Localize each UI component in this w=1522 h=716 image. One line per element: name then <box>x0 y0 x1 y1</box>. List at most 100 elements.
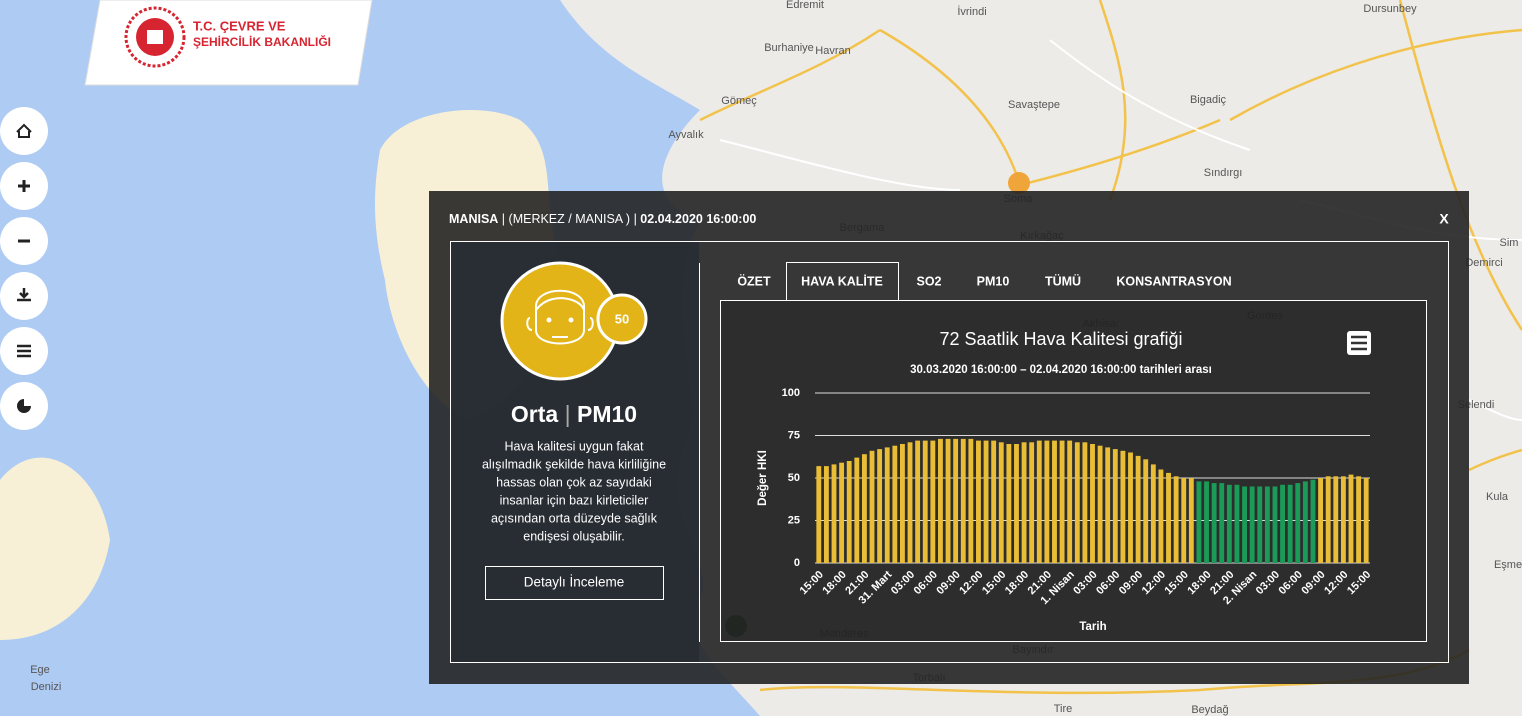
map-label: Havran <box>815 45 850 57</box>
bar <box>1143 459 1149 563</box>
close-button[interactable]: X <box>1439 211 1449 227</box>
map-label: Tire <box>1054 703 1073 715</box>
bar <box>1280 484 1286 563</box>
map-label: Beydağ <box>1191 704 1228 716</box>
location: MANISA <box>449 212 498 226</box>
chart-menu[interactable] <box>1347 331 1371 355</box>
bar <box>991 440 997 563</box>
map-label: Sındırgı <box>1204 167 1243 179</box>
y-tick-label: 50 <box>788 472 800 484</box>
y-tick-label: 75 <box>788 429 800 441</box>
list-button[interactable] <box>0 327 48 375</box>
panel: MANISA | (MERKEZ / MANISA ) | 02.04.2020… <box>429 191 1469 684</box>
bar <box>1044 440 1050 563</box>
separator: | <box>634 212 637 226</box>
zoom-out-button[interactable] <box>0 217 48 265</box>
panel-frame <box>450 241 1449 663</box>
tab[interactable]: SO2 <box>916 274 941 288</box>
bar <box>1128 452 1133 563</box>
home-button[interactable] <box>0 107 48 155</box>
bar <box>1059 440 1065 563</box>
bar <box>1029 442 1035 563</box>
bar <box>1257 486 1263 563</box>
download-button[interactable] <box>0 272 48 320</box>
level-heading: Orta | PM10 <box>511 401 637 427</box>
chart-button[interactable] <box>0 382 48 430</box>
pollutant: PM10 <box>577 401 637 427</box>
detail-button[interactable] <box>485 566 664 600</box>
logo-emblem <box>147 30 163 44</box>
bar <box>930 440 936 563</box>
tabs: ÖZET HAVA KALİTE SO2 PM10 TÜMÜ KONSANTRASYON <box>720 262 1427 301</box>
bar <box>1188 478 1194 563</box>
bar <box>839 462 845 563</box>
tab-active[interactable]: HAVA KALİTE <box>801 273 883 288</box>
bar <box>1006 444 1012 563</box>
description-line: endişesi oluşabilir. <box>523 529 624 543</box>
map-label: Sim <box>1500 237 1519 249</box>
description-line: insanlar için bazı kirleticiler <box>500 493 649 507</box>
description-line: Hava kalitesi uygun fakat <box>505 439 644 453</box>
logo-emblem <box>124 6 186 68</box>
bar <box>1052 440 1057 563</box>
y-axis-title: Değer HKI <box>757 450 769 506</box>
chart-frame <box>720 300 1427 642</box>
bar <box>953 438 959 563</box>
description: Hava kalitesi uygun fakat alışılmadık şek… <box>482 439 666 543</box>
bar <box>983 440 989 563</box>
bar <box>1318 478 1324 563</box>
bar <box>884 447 890 563</box>
map-label: Dursunbey <box>1363 3 1417 15</box>
map-label: Bigadiç <box>1190 94 1227 106</box>
bar <box>1310 479 1316 563</box>
detail-button-label[interactable]: Detaylı İnceleme <box>524 575 625 590</box>
bar <box>1264 486 1270 563</box>
district: (MERKEZ / MANISA ) <box>509 212 631 226</box>
bar <box>1249 486 1255 563</box>
bar <box>1204 481 1209 563</box>
station-marker[interactable] <box>1008 172 1030 194</box>
bar <box>1021 442 1027 563</box>
bar <box>1340 476 1346 563</box>
bar <box>877 449 883 563</box>
map-label: Ege <box>30 664 50 676</box>
tab[interactable]: TÜMÜ <box>1045 273 1081 288</box>
bar <box>1166 472 1171 563</box>
bar <box>1036 440 1042 563</box>
bar <box>960 438 966 563</box>
description-line: hassas olan çok az sayıdaki <box>496 475 652 489</box>
map-label: Ayvalık <box>668 129 704 141</box>
bar <box>1150 464 1156 563</box>
bar <box>1287 484 1293 563</box>
tab[interactable]: PM10 <box>977 274 1010 288</box>
index-badge <box>596 293 648 345</box>
map-label: Gömeç <box>721 95 757 107</box>
bar <box>915 440 921 563</box>
map-label: Demirci <box>1465 257 1502 269</box>
bar <box>1295 483 1301 563</box>
bar <box>1181 478 1187 563</box>
bar <box>1272 486 1278 563</box>
avatar-face <box>526 289 594 345</box>
road <box>719 39 1522 421</box>
datetime: 02.04.2020 16:00:00 <box>640 212 756 226</box>
logo: T.C. ÇEVRE VE ŞEHİRCİLİK BAKANLIĞI <box>84 0 373 86</box>
map-label: Savaştepe <box>1008 99 1060 111</box>
map-label: Denizi <box>31 681 62 693</box>
bar <box>938 438 943 563</box>
bar <box>1302 481 1308 563</box>
map-label: Edremit <box>786 0 824 11</box>
zoom-in-button[interactable] <box>0 162 48 210</box>
x-axis-title: Tarih <box>1079 621 1106 633</box>
bar <box>1158 469 1164 563</box>
bar <box>869 450 875 563</box>
tab[interactable]: KONSANTRASYON <box>1116 274 1231 288</box>
chart-title: 72 Saatlik Hava Kalitesi grafiği <box>939 329 1182 349</box>
bar <box>1112 449 1118 563</box>
tab[interactable]: ÖZET <box>737 273 771 288</box>
y-tick-label: 0 <box>794 557 800 569</box>
bar <box>892 445 898 563</box>
y-tick-label: 100 <box>782 387 800 399</box>
bar <box>968 438 974 563</box>
toolbar <box>0 107 48 430</box>
